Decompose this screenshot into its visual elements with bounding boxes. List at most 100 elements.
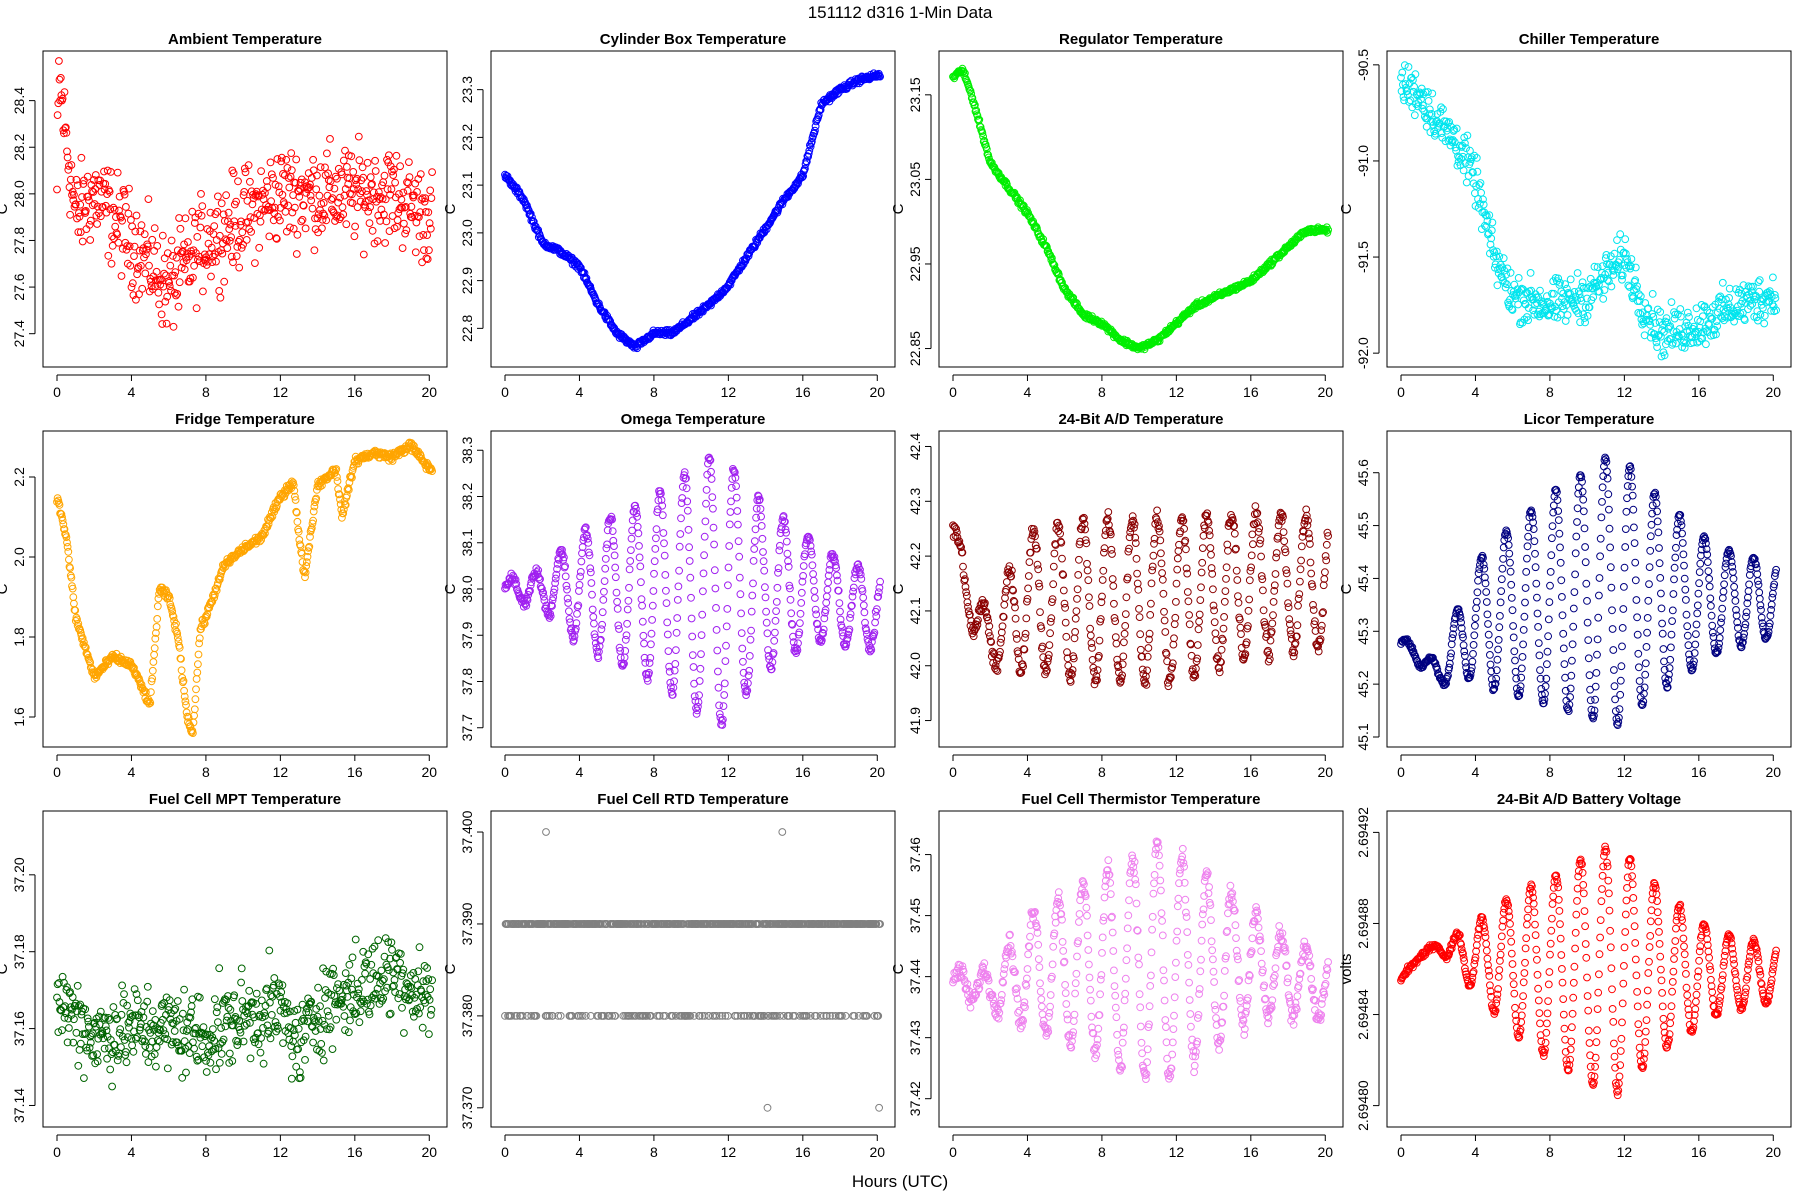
data-point (598, 608, 607, 617)
y-tick-label: 1.8 (11, 627, 27, 647)
data-point (1672, 543, 1680, 552)
data-point (137, 221, 146, 230)
data-point (1223, 540, 1232, 549)
data-point (634, 529, 643, 538)
data-point (53, 111, 62, 119)
data-point (70, 599, 78, 608)
data-point (658, 511, 667, 520)
data-point (702, 486, 711, 494)
x-tick-label: 20 (1765, 764, 1781, 780)
data-point (1036, 608, 1044, 616)
x-tick-label: 20 (1317, 384, 1333, 400)
data-point (85, 220, 94, 229)
data-point (598, 620, 606, 629)
data-point (145, 261, 153, 270)
data-point (710, 540, 718, 549)
data-point (1160, 607, 1168, 616)
data-point (255, 243, 264, 252)
data-series (949, 502, 1332, 691)
data-point (833, 576, 842, 585)
data-point (808, 561, 817, 570)
data-point (381, 195, 390, 204)
data-point (62, 128, 71, 137)
data-point (738, 644, 747, 653)
data-point (1655, 559, 1664, 568)
data-point (1610, 682, 1619, 691)
data-point (1509, 633, 1518, 642)
data-point (1621, 543, 1630, 551)
data-point (503, 172, 512, 181)
data-point (175, 278, 184, 287)
data-point (203, 225, 212, 233)
data-point (709, 504, 717, 513)
data-point (677, 514, 685, 523)
data-point (172, 291, 180, 300)
data-point (1170, 620, 1179, 629)
data-point (1210, 606, 1218, 615)
data-point (79, 180, 88, 188)
data-point (60, 88, 69, 96)
data-point (1704, 567, 1713, 576)
data-point (1508, 606, 1517, 615)
data-point (293, 517, 302, 526)
data-point (1522, 568, 1531, 576)
data-point (1197, 583, 1205, 592)
data-point (207, 272, 215, 281)
data-point (1684, 641, 1693, 650)
y-tick-label: 22.95 (907, 246, 923, 281)
data-point (1269, 598, 1278, 606)
data-point (732, 482, 740, 491)
data-point (1157, 559, 1166, 568)
data-point (1507, 580, 1516, 589)
data-point (1544, 615, 1553, 624)
data-point (281, 207, 290, 216)
data-point (611, 563, 620, 572)
data-point (561, 572, 570, 581)
data-point (1473, 167, 1482, 176)
data-point (231, 222, 240, 230)
data-point (150, 650, 159, 659)
data-point (291, 203, 299, 212)
data-point (1718, 604, 1727, 613)
data-point (1520, 612, 1529, 621)
data-point (1070, 634, 1079, 643)
data-point (359, 250, 368, 259)
data-point (241, 168, 250, 177)
data-point (265, 232, 274, 241)
y-tick-label: 41.9 (907, 707, 923, 734)
data-point (1083, 559, 1091, 568)
y-axis-label: C (1338, 583, 1355, 594)
data-point (1656, 574, 1665, 582)
data-point (1497, 575, 1506, 584)
data-point (1233, 576, 1242, 584)
data-point (1034, 565, 1043, 574)
data-point (244, 218, 252, 226)
data-series (949, 64, 1332, 354)
data-point (970, 101, 979, 110)
data-point (175, 214, 184, 222)
data-point (1064, 661, 1073, 670)
data-point (190, 219, 199, 227)
data-point (1306, 558, 1315, 567)
data-point (1099, 566, 1108, 575)
data-point (1084, 576, 1093, 585)
data-point (66, 175, 75, 184)
data-point (1016, 196, 1024, 205)
data-point (714, 683, 723, 692)
data-point (1671, 553, 1680, 562)
data-point (1598, 483, 1607, 492)
data-point (1670, 575, 1678, 584)
data-point (1193, 641, 1202, 649)
data-point (1606, 543, 1614, 552)
data-point (1593, 650, 1601, 659)
data-point (277, 157, 286, 166)
data-point (810, 587, 819, 595)
data-point (1136, 630, 1145, 639)
figure-title: 151112 d316 1-Min Data (808, 3, 993, 22)
y-tick-label: 28.2 (11, 133, 27, 160)
y-tick-label: 23.1 (459, 171, 475, 198)
data-point (413, 188, 421, 196)
x-tick-label: 0 (1397, 764, 1405, 780)
data-point (150, 224, 159, 233)
